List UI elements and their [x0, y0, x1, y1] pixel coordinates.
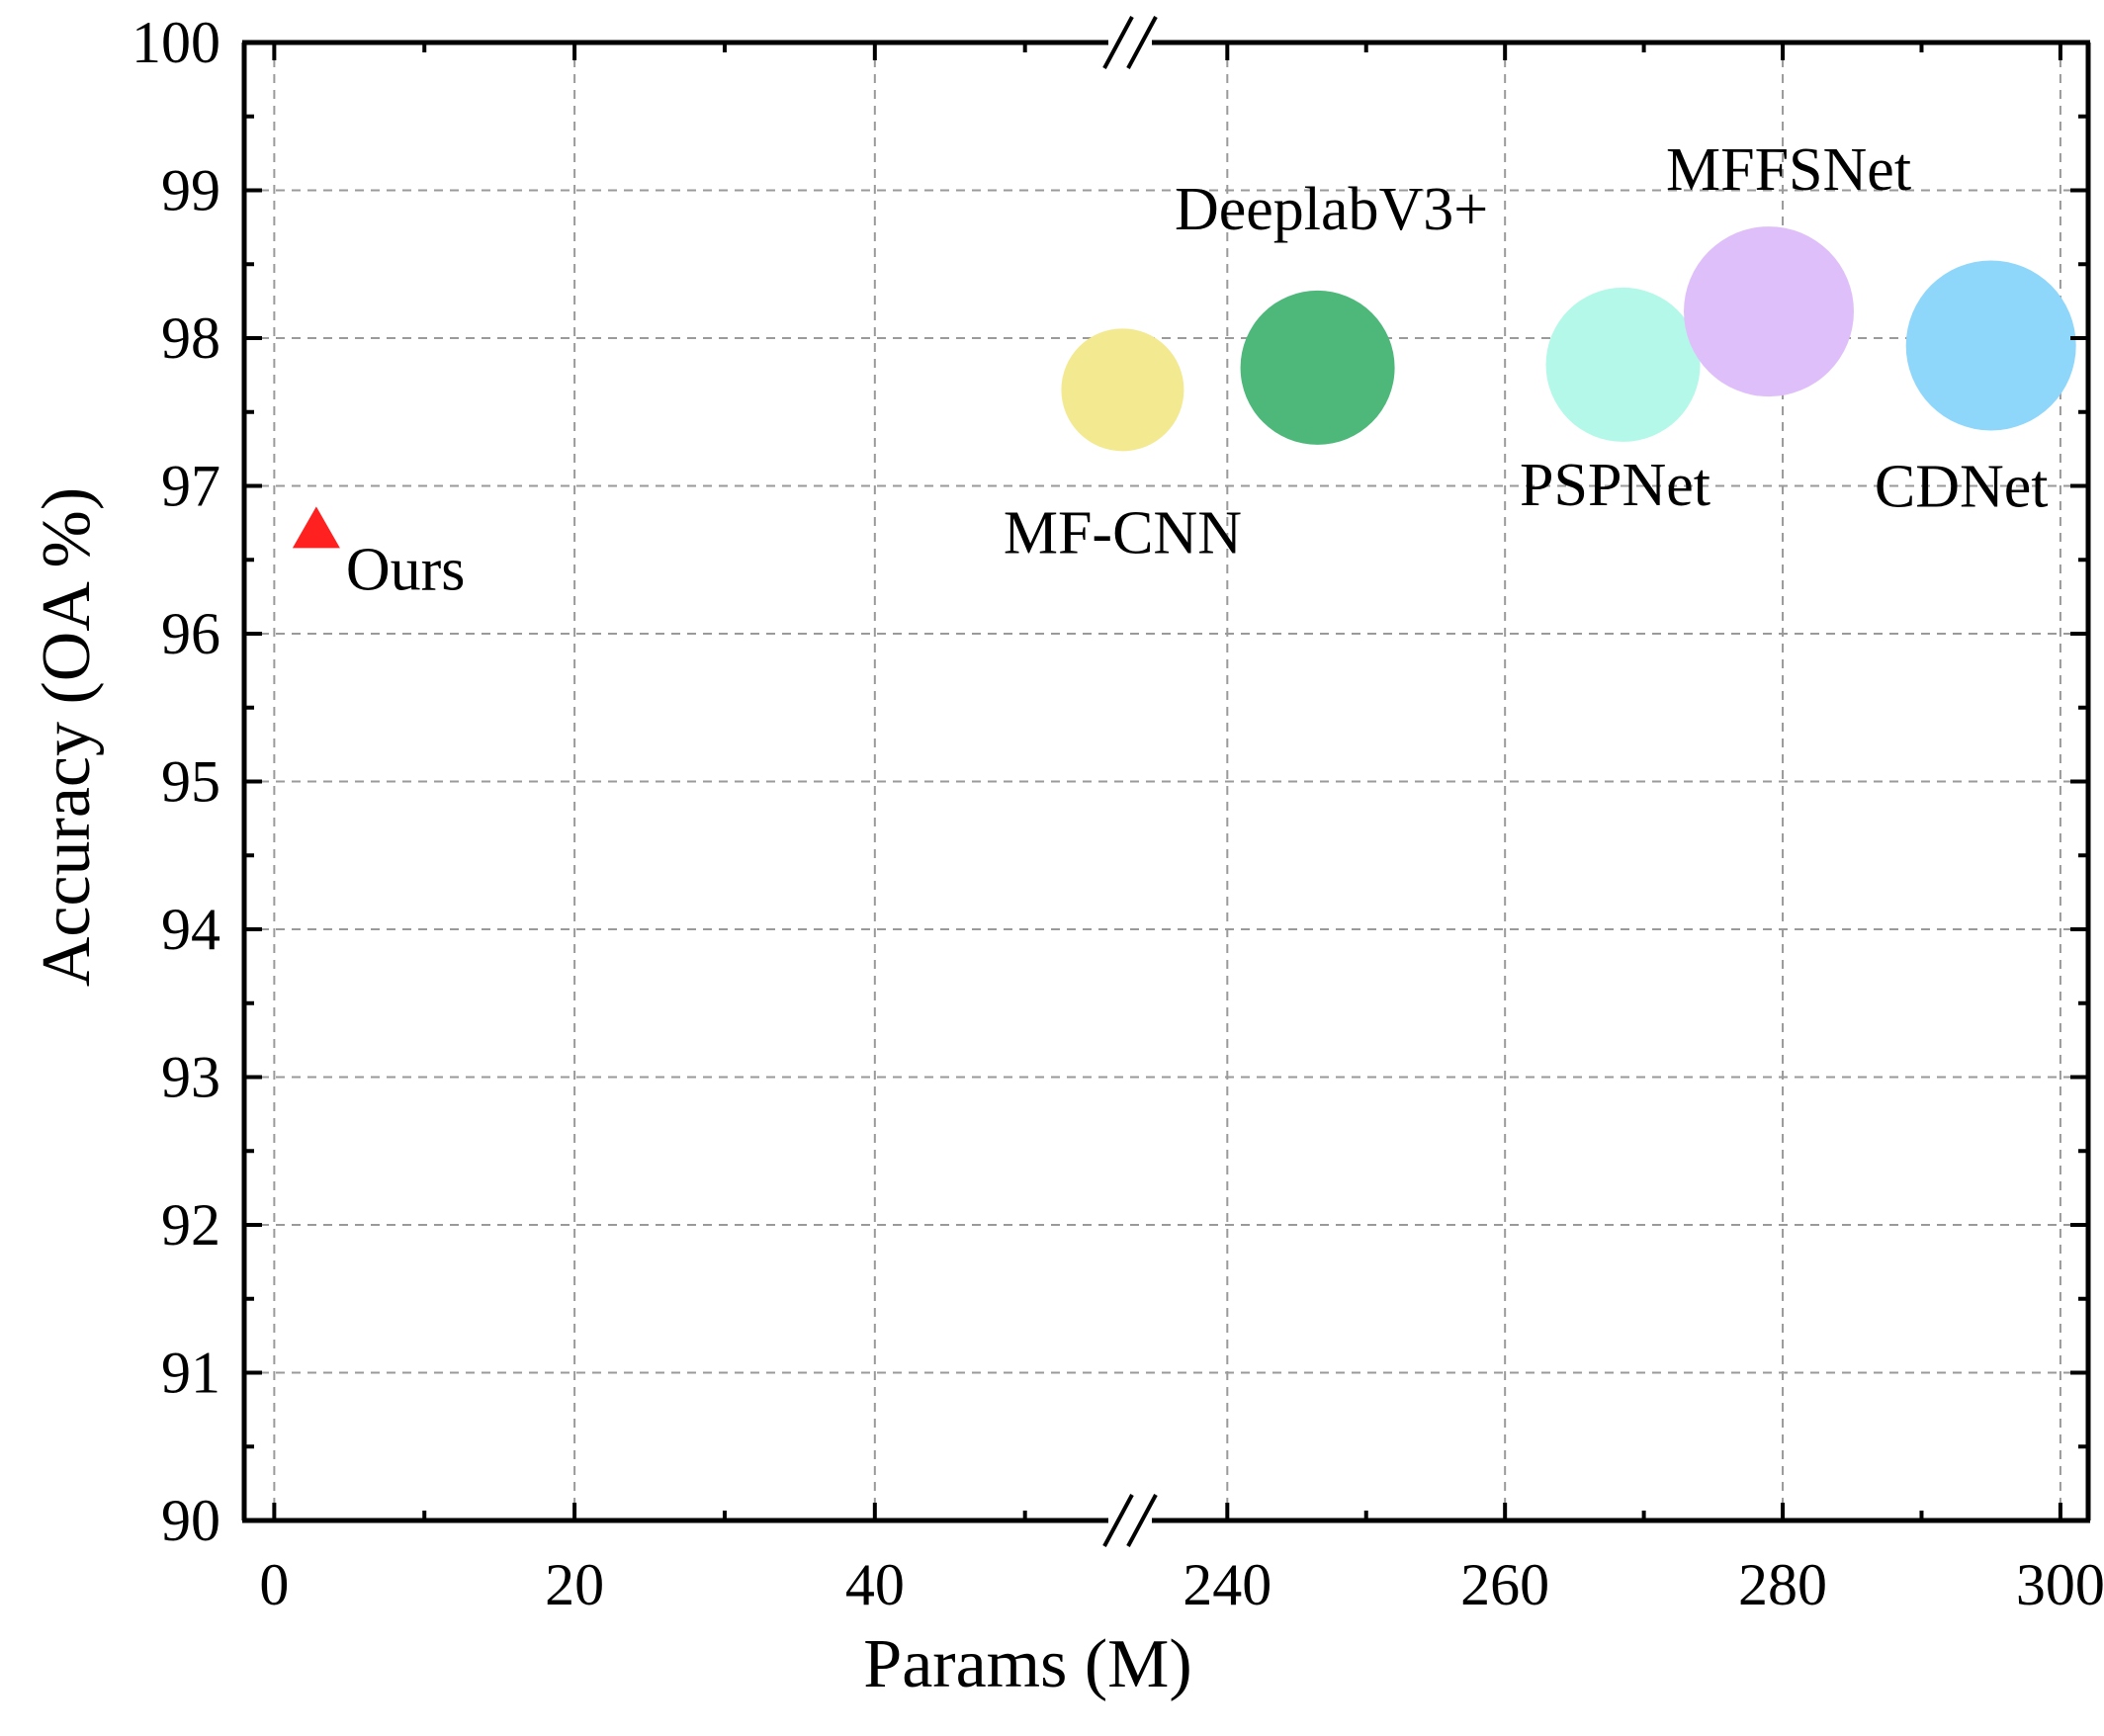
point-deeplabv3--bubble [1240, 290, 1395, 445]
grid-lines [244, 43, 2088, 1520]
point-label-ours: Ours [346, 536, 466, 603]
y-tick-label: 95 [161, 749, 220, 815]
data-marks [292, 226, 2076, 549]
x-tick-label: 280 [1738, 1552, 1827, 1617]
point-label-pspnet: PSPNet [1520, 452, 1710, 519]
point-mf-cnn-bubble [1061, 328, 1184, 452]
y-axis-title: Accuracy (OA %) [29, 487, 105, 987]
y-tick-label: 91 [161, 1341, 220, 1406]
y-tick-label: 93 [161, 1045, 220, 1110]
point-cdnet-bubble [1905, 260, 2076, 431]
y-tick-label: 90 [161, 1488, 220, 1553]
plot-frame [241, 16, 2091, 1547]
point-label-deeplabv3-: DeeplabV3+ [1175, 176, 1488, 243]
axis-break-mark [1102, 1494, 1134, 1547]
axis-break-mark [1126, 16, 1158, 69]
x-tick-label: 240 [1183, 1552, 1271, 1617]
x-tick-label: 20 [545, 1552, 604, 1617]
point-label-mffsnet: MFFSNet [1666, 136, 1911, 204]
y-tick-label: 96 [161, 601, 220, 666]
point-mffsnet-bubble [1684, 226, 1854, 397]
point-label-cdnet: CDNet [1875, 453, 2049, 520]
x-tick-label: 0 [259, 1552, 289, 1617]
x-tick-label: 260 [1460, 1552, 1549, 1617]
y-tick-label: 98 [161, 305, 220, 371]
y-tick-label: 97 [161, 454, 220, 519]
axis-ticks: 90 91 92 93 94 95 96 97 98 99 100 0 20 40 240 260 280 300 [132, 10, 2104, 1617]
y-tick-label: 94 [161, 897, 220, 962]
axis-break-mark [1102, 16, 1134, 69]
point-label-mf-cnn: MF-CNN [1004, 499, 1242, 566]
axis-break-mark [1126, 1494, 1158, 1547]
y-tick-label: 99 [161, 158, 220, 223]
x-tick-label: 40 [845, 1552, 905, 1617]
y-tick-label: 92 [161, 1192, 220, 1258]
x-axis-title: Params (M) [863, 1626, 1191, 1702]
y-tick-label: 100 [132, 10, 220, 75]
point-ours-triangle [292, 506, 340, 549]
point-labels: Ours MF-CNN DeeplabV3+ PSPNet MFFSNet CDNet [346, 136, 2049, 603]
x-tick-label: 300 [2016, 1552, 2104, 1617]
point-pspnet-bubble [1545, 287, 1701, 442]
